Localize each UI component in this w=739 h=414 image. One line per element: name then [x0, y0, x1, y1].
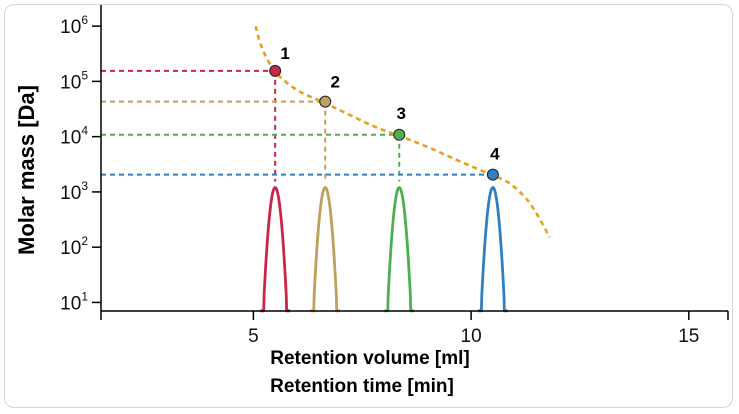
data-point-2 [319, 95, 332, 108]
chromatogram-peak [259, 186, 291, 313]
y-tick-label: 105 [60, 68, 88, 93]
y-tick-label: 104 [60, 124, 88, 149]
guide-lines-layer [101, 69, 494, 182]
data-point-label-4: 4 [490, 145, 500, 164]
y-tick-label: 101 [60, 289, 88, 314]
peaks-layer [259, 186, 509, 313]
axes-layer: 5 10 15 101 102 103 104 105 106 [60, 5, 729, 347]
y-axis-title: Molar mass [Da] [14, 85, 39, 255]
y-tick-label: 103 [60, 179, 88, 204]
calibration-curve [254, 25, 551, 239]
data-point-3 [393, 128, 406, 141]
data-point-label-2: 2 [331, 73, 340, 92]
x-tick-label: 5 [248, 326, 259, 347]
data-point-label-3: 3 [397, 104, 406, 123]
data-point-label-1: 1 [280, 44, 289, 63]
data-point-4 [486, 168, 499, 181]
y-tick-label: 102 [60, 234, 88, 259]
chromatogram-peak [383, 186, 416, 313]
data-point-1 [269, 64, 282, 77]
chromatogram-peak [477, 186, 509, 313]
calibration-curve-layer [254, 25, 551, 239]
x-axis-title: Retention volume [ml] [270, 348, 470, 369]
points-layer: 1 2 3 4 [269, 44, 500, 181]
x-tick-label: 10 [461, 326, 482, 347]
chart-frame [4, 4, 733, 408]
x-axis-title-secondary: Retention time [min] [270, 376, 454, 397]
chromatogram-peak [309, 186, 342, 313]
x-tick-label: 15 [678, 326, 699, 347]
y-tick-label: 106 [60, 13, 88, 38]
